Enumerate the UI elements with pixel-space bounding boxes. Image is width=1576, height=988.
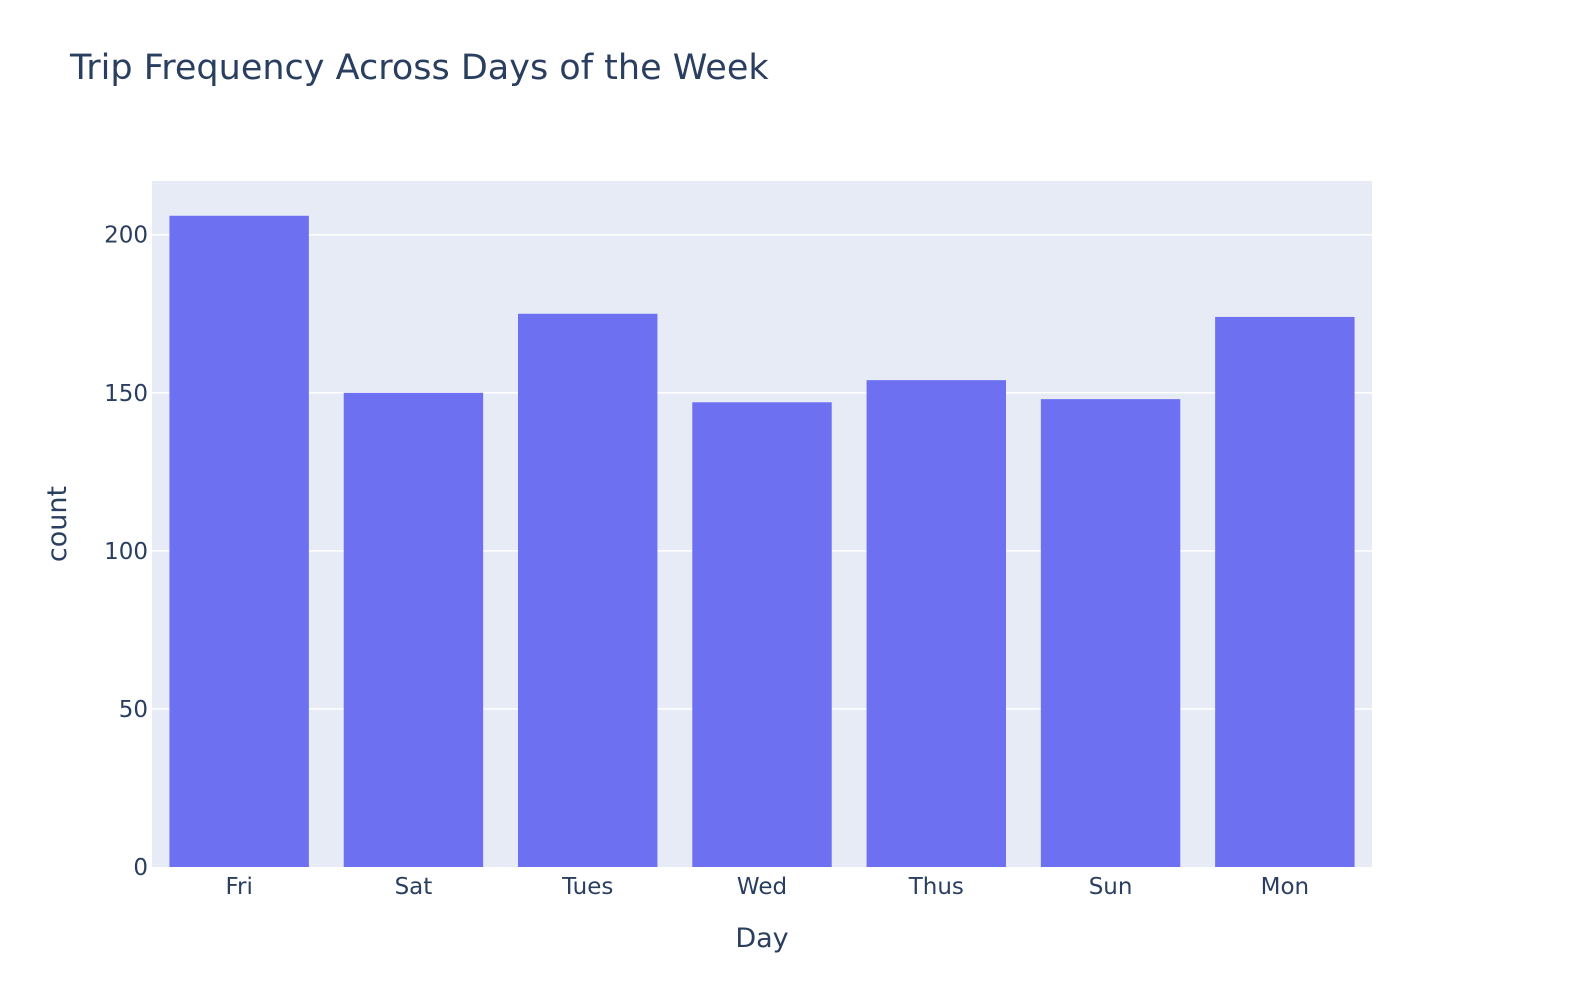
y-tick-label: 100	[104, 539, 148, 565]
bar-wed[interactable]	[692, 402, 832, 867]
x-tick-label-thus: Thus	[908, 874, 964, 900]
y-axis-label: count	[42, 486, 73, 562]
x-tick-label-tues: Tues	[561, 874, 613, 900]
y-axis-ticks: 0 50 100 150 200	[104, 223, 148, 881]
bar-tues[interactable]	[518, 313, 658, 868]
x-tick-label-sat: Sat	[395, 874, 433, 900]
bar-fri[interactable]	[169, 215, 309, 868]
bar-mon[interactable]	[1215, 316, 1355, 867]
x-axis-ticks: Fri Sat Tues Wed Thus Sun Mon	[225, 874, 1309, 900]
y-tick-label: 50	[119, 697, 148, 723]
chart-title: Trip Frequency Across Days of the Week	[70, 48, 769, 88]
y-tick-label: 150	[104, 381, 148, 407]
x-tick-label-mon: Mon	[1261, 874, 1310, 900]
x-tick-label-wed: Wed	[737, 874, 787, 900]
y-tick-label: 0	[133, 855, 148, 881]
x-tick-label-fri: Fri	[225, 874, 252, 900]
x-tick-label-sun: Sun	[1089, 874, 1133, 900]
bars	[169, 215, 1355, 868]
x-axis-label: Day	[735, 923, 788, 954]
y-tick-label: 200	[104, 223, 148, 249]
bar-sat[interactable]	[343, 392, 484, 867]
bar-thus[interactable]	[866, 380, 1006, 867]
bar-sun[interactable]	[1040, 399, 1181, 867]
